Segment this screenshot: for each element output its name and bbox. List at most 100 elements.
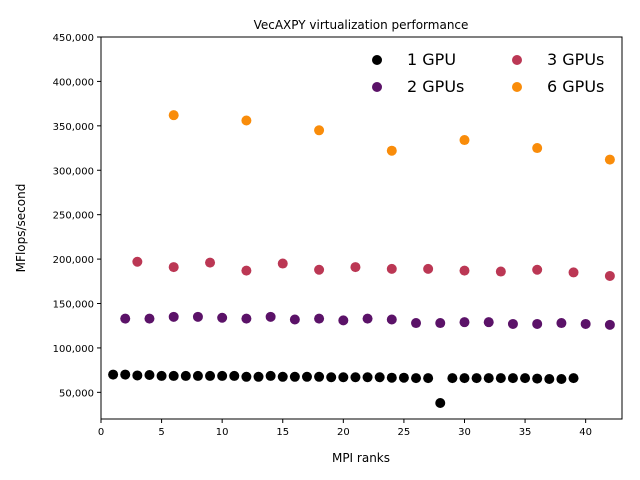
data-point-6-gpus	[168, 110, 179, 121]
data-point-1-gpu	[556, 374, 567, 385]
data-point-2-gpus	[459, 317, 470, 328]
y-tick-label: 100,000	[53, 344, 94, 355]
data-point-2-gpus	[411, 318, 422, 329]
data-point-1-gpu	[568, 373, 579, 384]
y-tick-label: 350,000	[53, 122, 94, 133]
y-tick-label: 300,000	[53, 166, 94, 177]
data-point-1-gpu	[132, 370, 143, 381]
data-point-3-gpus	[168, 262, 179, 273]
data-point-2-gpus	[168, 311, 179, 322]
data-point-3-gpus	[568, 267, 579, 278]
data-point-2-gpus	[338, 315, 349, 326]
data-point-2-gpus	[241, 313, 252, 324]
data-point-1-gpu	[314, 371, 325, 382]
chart-title: VecAXPY virtualization performance	[254, 18, 469, 32]
data-point-1-gpu	[326, 372, 337, 383]
data-point-1-gpu	[108, 369, 119, 380]
y-tick-label: 50,000	[59, 388, 94, 399]
x-axis: 0 5 10 15 20 25 30 35 40	[98, 419, 592, 438]
data-point-2-gpus	[604, 319, 615, 330]
x-tick-label: 10	[216, 427, 229, 438]
data-point-2-gpus	[580, 318, 591, 329]
data-point-1-gpu	[192, 370, 203, 381]
plot-frame	[100, 36, 623, 420]
data-point-6-gpus	[459, 135, 470, 146]
data-point-2-gpus	[314, 313, 325, 324]
data-point-1-gpu	[253, 371, 264, 382]
legend-label-3-gpus: 3 GPUs	[547, 50, 604, 69]
data-point-3-gpus	[459, 265, 470, 276]
data-point-1-gpu	[423, 373, 434, 384]
x-axis-label: MPI ranks	[332, 451, 390, 465]
data-point-1-gpu	[156, 370, 167, 381]
y-tick-label: 450,000	[53, 33, 94, 44]
data-point-6-gpus	[386, 145, 397, 156]
data-point-1-gpu	[459, 373, 470, 384]
data-point-1-gpu	[507, 373, 518, 384]
data-point-2-gpus	[265, 311, 276, 322]
data-point-1-gpu	[338, 372, 349, 383]
data-point-1-gpu	[350, 372, 361, 383]
data-point-2-gpus	[120, 313, 131, 324]
y-axis: 50,000 100,000 150,000 200,000 250,000 300,00…	[53, 33, 101, 399]
data-point-2-gpus	[144, 313, 155, 324]
data-point-2-gpus	[386, 314, 397, 325]
legend-marker-3-gpus	[512, 55, 522, 65]
data-point-6-gpus	[532, 143, 543, 154]
data-point-1-gpu	[289, 371, 300, 382]
data-point-1-gpu	[301, 371, 312, 382]
data-point-1-gpu	[532, 373, 543, 384]
data-point-2-gpus	[435, 318, 446, 329]
data-point-1-gpu	[544, 374, 555, 385]
data-point-2-gpus	[192, 311, 203, 322]
data-point-1-gpu	[217, 370, 228, 381]
data-point-1-gpu	[411, 373, 422, 384]
data-point-1-gpu	[277, 371, 288, 382]
data-point-3-gpus	[532, 264, 543, 275]
data-point-2-gpus	[362, 313, 373, 324]
legend: 1 GPU 2 GPUs 3 GPUs 6 GPUs	[372, 50, 604, 96]
data-point-1-gpu	[205, 370, 216, 381]
x-tick-label: 30	[458, 427, 471, 438]
data-point-6-gpus	[314, 125, 325, 136]
plot-area	[100, 36, 623, 420]
data-point-3-gpus	[132, 256, 143, 267]
data-point-1-gpu	[229, 370, 240, 381]
data-point-1-gpu	[241, 371, 252, 382]
legend-marker-1-gpu	[372, 55, 382, 65]
data-point-3-gpus	[350, 262, 361, 273]
x-tick-label: 15	[276, 427, 289, 438]
data-point-3-gpus	[241, 265, 252, 276]
data-point-1-gpu	[265, 370, 276, 381]
y-tick-label: 400,000	[53, 77, 94, 88]
data-point-2-gpus	[483, 317, 494, 328]
data-point-3-gpus	[604, 270, 615, 281]
data-point-3-gpus	[495, 266, 506, 277]
legend-marker-2-gpus	[372, 82, 382, 92]
data-point-1-gpu	[483, 373, 494, 384]
data-point-1-gpu	[520, 373, 531, 384]
data-point-2-gpus	[556, 318, 567, 329]
data-point-2-gpus	[532, 318, 543, 329]
legend-label-2-gpus: 2 GPUs	[407, 77, 464, 96]
data-point-1-gpu	[447, 373, 458, 384]
x-tick-label: 5	[158, 427, 164, 438]
x-tick-label: 20	[337, 427, 350, 438]
y-tick-label: 250,000	[53, 211, 94, 222]
data-point-1-gpu	[386, 372, 397, 383]
legend-label-1-gpu: 1 GPU	[407, 50, 456, 69]
data-point-1-gpu	[120, 369, 131, 380]
data-point-1-gpu	[374, 372, 385, 383]
x-tick-label: 35	[519, 427, 532, 438]
data-point-2-gpus	[289, 314, 300, 325]
y-tick-label: 150,000	[53, 300, 94, 311]
data-point-2-gpus	[507, 318, 518, 329]
x-tick-label: 25	[398, 427, 411, 438]
data-point-1-gpu	[168, 370, 179, 381]
data-point-1-gpu	[471, 373, 482, 384]
x-tick-label: 40	[579, 427, 592, 438]
data-point-2-gpus	[217, 312, 228, 323]
x-tick-label: 0	[98, 427, 104, 438]
data-point-1-gpu	[362, 372, 373, 383]
